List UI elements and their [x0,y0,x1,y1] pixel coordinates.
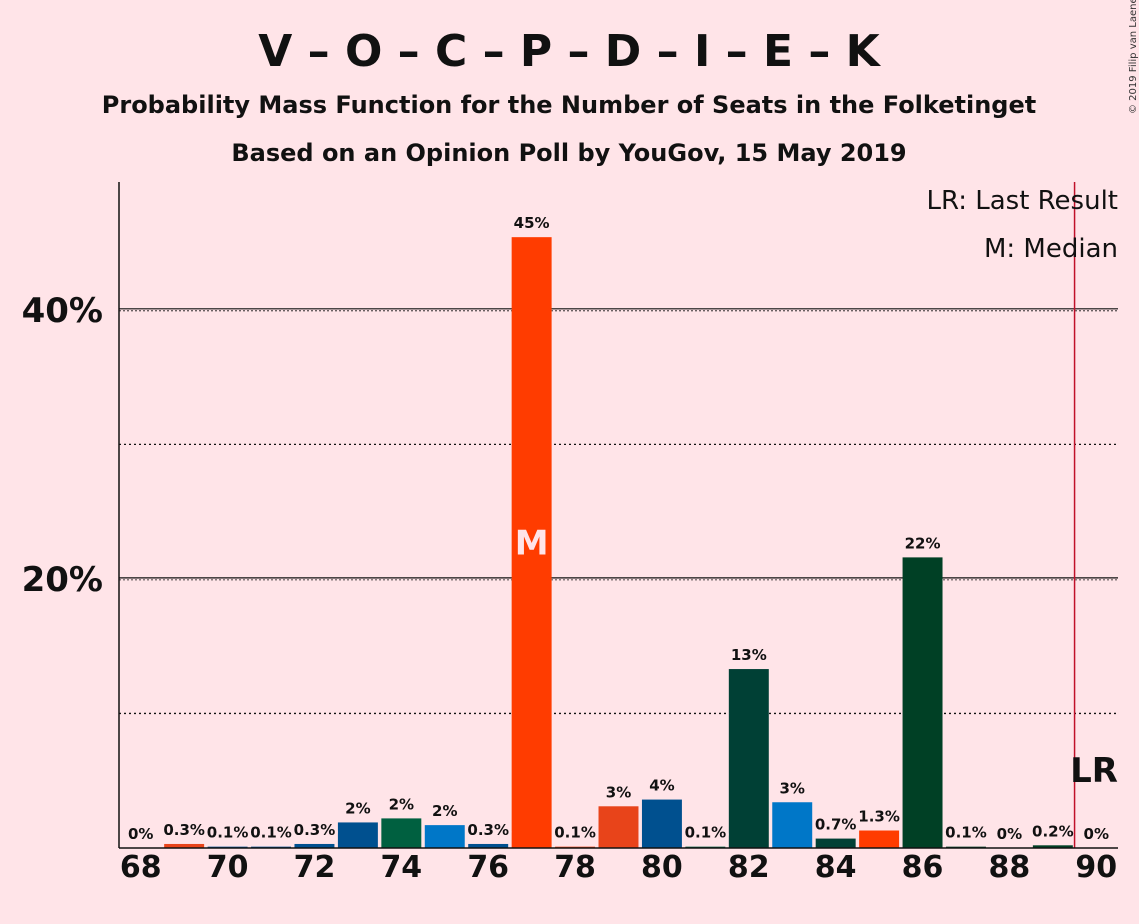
data-label-halo: 0.1% [250,824,292,842]
data-label: 0.1% [207,824,249,842]
data-label: 3% [606,783,631,801]
data-label-halo: 0.1% [945,824,987,842]
x-tick-label: 84 [815,850,857,885]
data-label: 3% [780,779,805,797]
bars-group [164,237,1073,848]
data-label: 0.3% [163,821,205,839]
bar [337,822,378,848]
data-label: 0% [997,825,1022,843]
data-label-halo: 2% [389,795,414,813]
x-tick-label: 88 [989,850,1031,885]
data-label: 0.1% [945,824,987,842]
x-tick-label: 82 [728,850,770,885]
grid-lines [119,308,1118,715]
data-label-halo: 1.3% [858,808,900,826]
data-label: 22% [905,534,941,552]
data-label: 0.1% [554,824,596,842]
bar [424,825,465,848]
last-result-marker: LR [1070,751,1118,791]
data-label-halo: 0.3% [294,821,336,839]
data-label: 4% [649,777,674,795]
data-label: 45% [514,214,550,232]
bar [1032,845,1073,848]
bar [859,830,900,848]
data-label: 2% [389,795,414,813]
data-label-halo: 0% [1084,825,1109,843]
bar [902,557,943,848]
data-label: 0% [128,825,153,843]
bar [641,799,682,848]
legend-median: M: Median [984,234,1118,264]
x-tick-label: 86 [902,850,944,885]
data-label-halo: 13% [731,646,767,664]
data-label-halo: 2% [432,802,457,820]
data-label-halo: 0.3% [467,821,509,839]
x-tick-label: 80 [641,850,683,885]
bar [772,802,813,848]
bar [381,818,422,848]
chart-subtitle-source: Based on an Opinion Poll by YouGov, 15 M… [231,139,906,167]
chart-title: V – O – C – P – D – I – E – K [258,26,881,77]
x-tick-label: 68 [120,850,162,885]
x-tick-label: 72 [294,850,336,885]
data-label: 0.3% [467,821,509,839]
data-label-halo: 3% [780,779,805,797]
data-label: 0.7% [815,816,857,834]
data-label-halo: 3% [606,783,631,801]
x-tick-label: 90 [1075,850,1117,885]
bar [598,806,639,848]
data-label-halo: 0% [997,825,1022,843]
bar [164,843,205,848]
data-label: 13% [731,646,767,664]
legend-last-result: LR: Last Result [926,186,1118,216]
data-label-halo: 2% [345,799,370,817]
data-label-halo: 45% [514,214,550,232]
data-label: 0.3% [294,821,336,839]
x-tick-label: 74 [380,850,422,885]
chart-subtitle: Probability Mass Function for the Number… [102,91,1036,119]
data-label: 2% [345,799,370,817]
data-label: 0% [1084,825,1109,843]
y-tick-label: 40% [22,291,103,331]
x-tick-label: 70 [207,850,249,885]
x-tick-label: 76 [467,850,509,885]
axes-group: 20% 40% LR 68 70 72 74 76 78 80 82 84 86 88 90 [22,182,1118,885]
data-label-halo: 0% [128,825,153,843]
data-label: 2% [432,802,457,820]
data-label-halo: 0.1% [207,824,249,842]
copyright-text: © 2019 Filip van Laenen [1128,0,1139,114]
median-marker: M [515,524,549,564]
bar [511,237,552,848]
data-label-halo: 4% [649,777,674,795]
data-label-halo: 0.3% [163,821,205,839]
data-label-halo: 0.2% [1032,822,1074,840]
bar [815,838,856,848]
data-label-halo: 22% [905,534,941,552]
data-label: 1.3% [858,808,900,826]
data-label-halo: 0.1% [685,824,727,842]
x-tick-label: 78 [554,850,596,885]
data-label: 0.1% [250,824,292,842]
data-labels-group: 0%0% 0.3%0.3% 0.1%0.1% 0.1%0.1% 0.3%0.3%2%2%… [125,211,1112,846]
bar [728,669,769,848]
data-label: 0.1% [685,824,727,842]
bar [468,843,509,848]
data-label: 0.2% [1032,822,1074,840]
data-label-halo: 0.1% [554,824,596,842]
bar [294,843,335,848]
data-label-halo: 0.7% [815,816,857,834]
y-tick-label: 20% [22,560,103,600]
